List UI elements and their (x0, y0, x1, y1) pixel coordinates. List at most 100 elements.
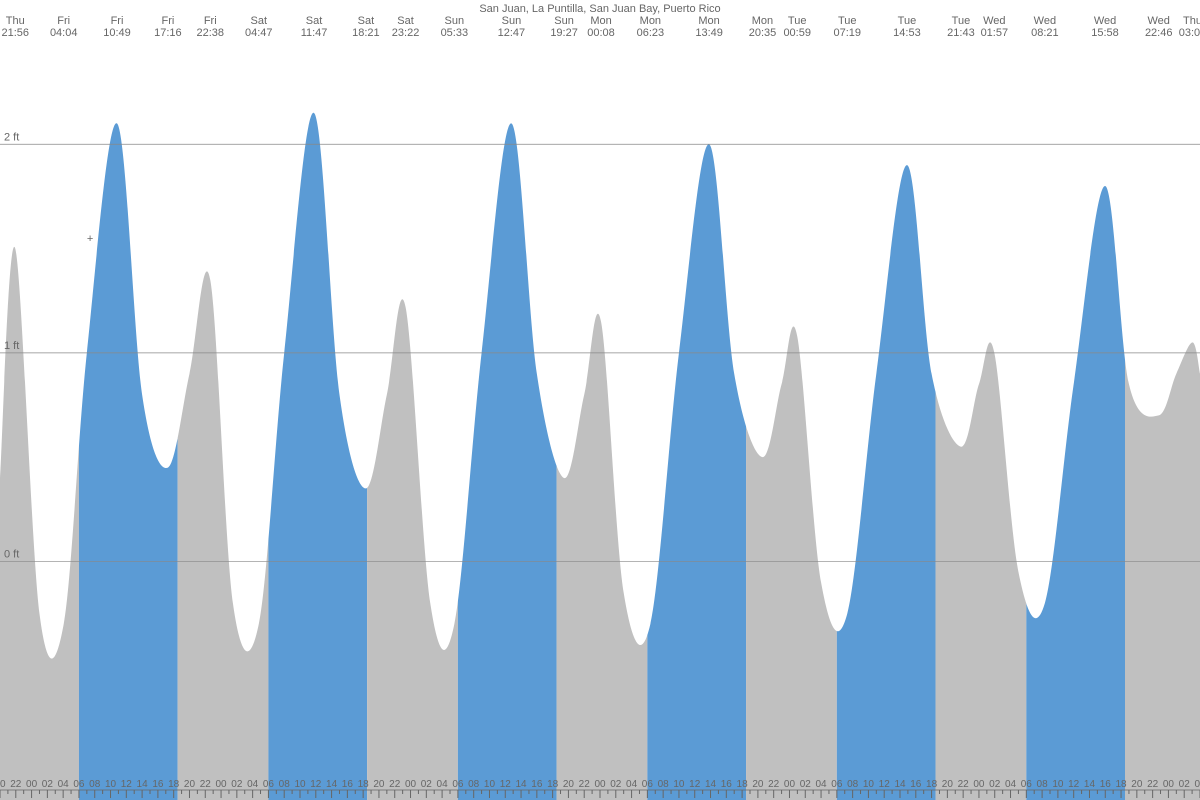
top-time-label: 13:49 (695, 27, 723, 39)
x-hour-label: 12 (310, 779, 322, 790)
top-time-label: 15:58 (1091, 27, 1119, 39)
top-time-label: 21:56 (1, 27, 29, 39)
x-hour-label: 06 (642, 779, 654, 790)
top-day-label: Fri (57, 15, 70, 27)
x-hour-label: 18 (737, 779, 749, 790)
tide-band-night (1125, 0, 1200, 800)
x-hour-label: 18 (168, 779, 180, 790)
x-hour-label: 06 (73, 779, 85, 790)
x-hour-label: 02 (1179, 779, 1191, 790)
x-hour-label: 06 (452, 779, 464, 790)
top-day-label: Sun (445, 15, 465, 27)
x-hour-label: 14 (894, 779, 906, 790)
top-time-label: 00:59 (783, 27, 811, 39)
x-hour-label: 04 (247, 779, 259, 790)
x-hour-label: 06 (263, 779, 275, 790)
x-hour-label: 22 (768, 779, 780, 790)
tide-svg: 0 ft1 ft2 ft+San Juan, La Puntilla, San … (0, 0, 1200, 800)
x-hour-label: 00 (973, 779, 985, 790)
tide-band-day (458, 0, 557, 800)
x-hour-label: 04 (626, 779, 638, 790)
x-hour-label: 08 (279, 779, 291, 790)
top-time-label: 01:57 (981, 27, 1009, 39)
top-day-label: Mon (698, 15, 719, 27)
x-hour-label: 00 (784, 779, 796, 790)
x-hour-label: 10 (294, 779, 306, 790)
x-hour-label: 00 (405, 779, 417, 790)
x-hour-label: 10 (673, 779, 685, 790)
x-hour-label: 04 (815, 779, 827, 790)
x-hour-label: 02 (231, 779, 243, 790)
x-hour-label: 02 (421, 779, 433, 790)
top-day-label: Tue (788, 15, 807, 27)
x-hour-label: 04 (1005, 779, 1017, 790)
top-time-label: 17:16 (154, 27, 182, 39)
x-hour-label: 18 (926, 779, 938, 790)
top-time-label: 14:53 (893, 27, 921, 39)
x-hour-label: 20 (563, 779, 575, 790)
x-hour-label: 16 (721, 779, 733, 790)
x-hour-label: 22 (389, 779, 401, 790)
x-hour-label: 22 (10, 779, 22, 790)
top-day-label: Wed (1034, 15, 1056, 27)
x-hour-label: 20 (1131, 779, 1143, 790)
top-day-label: Fri (111, 15, 124, 27)
x-hour-label: 10 (484, 779, 496, 790)
tide-band-day (268, 0, 367, 800)
x-hour-label: 22 (200, 779, 212, 790)
top-time-label: 22:38 (196, 27, 224, 39)
top-day-label: Fri (162, 15, 175, 27)
top-time-label: 12:47 (498, 27, 526, 39)
x-hour-label: 14 (1084, 779, 1096, 790)
top-day-label: Sun (554, 15, 574, 27)
x-hour-label: 18 (1115, 779, 1127, 790)
x-hour-label: 04 (58, 779, 70, 790)
x-hour-label: 20 (942, 779, 954, 790)
chart-title: San Juan, La Puntilla, San Juan Bay, Pue… (479, 3, 720, 15)
x-hour-label: 08 (1037, 779, 1049, 790)
x-hour-label: 00 (594, 779, 606, 790)
tide-band-day (1026, 0, 1125, 800)
top-day-label: Sun (502, 15, 522, 27)
top-day-label: Sat (358, 15, 375, 27)
top-day-label: Thu (6, 15, 25, 27)
top-time-label: 18:21 (352, 27, 380, 39)
y-axis-label: 2 ft (4, 131, 19, 143)
x-hour-label: 14 (515, 779, 527, 790)
x-hour-label: 02 (989, 779, 1001, 790)
x-hour-label: 12 (500, 779, 512, 790)
x-hour-label: 14 (705, 779, 717, 790)
x-hour-label: 08 (468, 779, 480, 790)
x-hour-label: 16 (1100, 779, 1112, 790)
top-day-label: Sat (251, 15, 268, 27)
tide-band-day (837, 0, 936, 800)
x-hour-label: 16 (152, 779, 164, 790)
top-time-label: 04:47 (245, 27, 273, 39)
top-day-label: Tue (952, 15, 971, 27)
top-time-label: 08:21 (1031, 27, 1059, 39)
x-hour-label: 12 (689, 779, 701, 790)
x-hour-label: 02 (42, 779, 54, 790)
x-hour-label: 06 (831, 779, 843, 790)
top-day-label: Mon (752, 15, 773, 27)
x-hour-label: 00 (26, 779, 38, 790)
top-time-label: 04:04 (50, 27, 78, 39)
y-axis-label: 1 ft (4, 340, 19, 352)
tide-band-night (0, 0, 79, 800)
x-hour-label: 16 (342, 779, 354, 790)
x-hour-label: 06 (1021, 779, 1033, 790)
x-hour-label: 10 (105, 779, 117, 790)
x-hour-label: 18 (547, 779, 559, 790)
top-day-label: Sat (397, 15, 414, 27)
top-day-label: Fri (204, 15, 217, 27)
top-day-label: Wed (1147, 15, 1169, 27)
x-hour-label: 00 (1163, 779, 1175, 790)
top-time-label: 23:22 (392, 27, 420, 39)
x-hour-label: 08 (658, 779, 670, 790)
x-hour-label: 12 (1068, 779, 1080, 790)
top-day-label: Sat (306, 15, 323, 27)
top-day-label: Wed (1094, 15, 1116, 27)
x-hour-label: 04 (437, 779, 449, 790)
x-hour-label: 08 (847, 779, 859, 790)
x-hour-label: 16 (910, 779, 922, 790)
